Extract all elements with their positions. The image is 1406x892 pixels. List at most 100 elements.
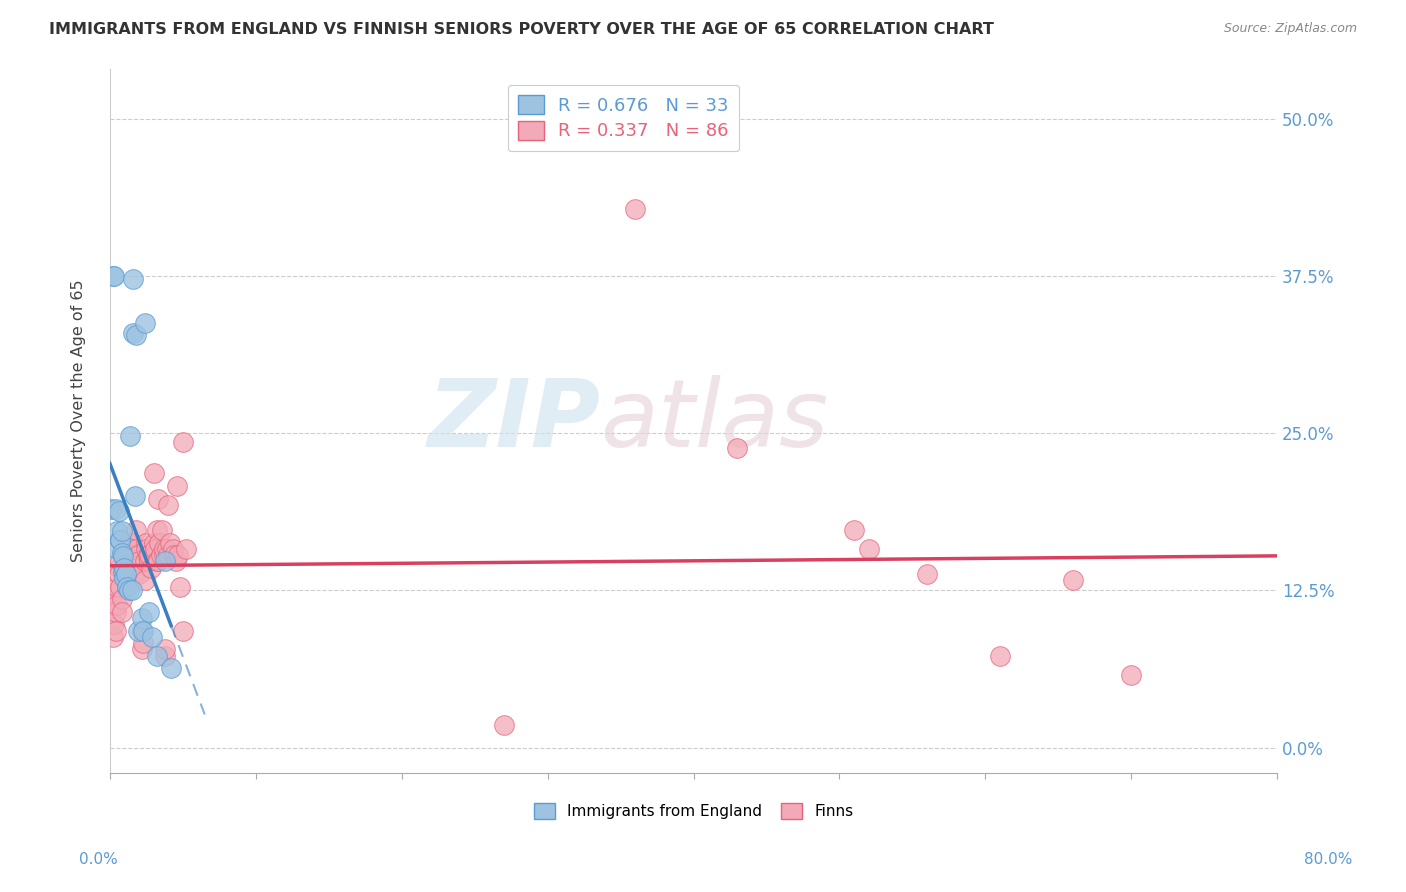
Point bbox=[146, 554, 169, 568]
Point bbox=[136, 548, 159, 562]
Point bbox=[1062, 574, 1084, 588]
Point bbox=[105, 541, 128, 556]
Point bbox=[858, 541, 880, 556]
Point bbox=[159, 535, 181, 549]
Point bbox=[624, 202, 647, 217]
Point bbox=[104, 501, 127, 516]
Point bbox=[135, 541, 157, 556]
Point bbox=[103, 268, 125, 283]
Point bbox=[108, 580, 131, 594]
Point bbox=[101, 630, 124, 644]
Point bbox=[148, 535, 170, 549]
Point bbox=[105, 524, 128, 539]
Point bbox=[143, 548, 166, 562]
Point bbox=[117, 580, 139, 594]
Point bbox=[988, 648, 1011, 663]
Point bbox=[169, 580, 191, 594]
Text: atlas: atlas bbox=[600, 376, 828, 467]
Point bbox=[172, 624, 194, 638]
Y-axis label: Seniors Poverty Over the Age of 65: Seniors Poverty Over the Age of 65 bbox=[72, 279, 86, 562]
Point bbox=[110, 524, 132, 539]
Point bbox=[134, 316, 156, 330]
Point bbox=[162, 541, 184, 556]
Point bbox=[166, 479, 188, 493]
Point bbox=[125, 541, 148, 556]
Point bbox=[114, 571, 136, 585]
Text: 80.0%: 80.0% bbox=[1305, 852, 1353, 867]
Point bbox=[108, 533, 131, 547]
Point bbox=[127, 624, 149, 638]
Point bbox=[160, 661, 183, 675]
Point bbox=[122, 535, 145, 549]
Point bbox=[111, 548, 134, 562]
Point bbox=[114, 567, 136, 582]
Point bbox=[141, 630, 163, 644]
Point bbox=[108, 554, 131, 568]
Point bbox=[110, 605, 132, 619]
Text: Source: ZipAtlas.com: Source: ZipAtlas.com bbox=[1223, 22, 1357, 36]
Point bbox=[117, 541, 139, 556]
Point bbox=[131, 642, 153, 657]
Point bbox=[165, 554, 187, 568]
Point bbox=[100, 501, 122, 516]
Point bbox=[100, 615, 122, 629]
Point bbox=[149, 548, 172, 562]
Point bbox=[155, 554, 177, 568]
Point bbox=[118, 583, 141, 598]
Point bbox=[131, 624, 153, 638]
Point bbox=[124, 567, 146, 582]
Point bbox=[111, 549, 134, 564]
Point bbox=[167, 548, 190, 562]
Point bbox=[103, 617, 125, 632]
Point bbox=[121, 583, 143, 598]
Point bbox=[142, 535, 165, 549]
Point bbox=[153, 548, 176, 562]
Point bbox=[138, 554, 160, 568]
Point bbox=[146, 491, 169, 506]
Point bbox=[145, 523, 167, 537]
Point bbox=[121, 548, 143, 562]
Legend: Immigrants from England, Finns: Immigrants from England, Finns bbox=[527, 797, 859, 825]
Point bbox=[110, 546, 132, 560]
Point bbox=[145, 648, 167, 663]
Point bbox=[120, 428, 142, 442]
Point bbox=[111, 565, 134, 579]
Point bbox=[139, 561, 162, 575]
Point bbox=[132, 636, 155, 650]
Point bbox=[107, 504, 129, 518]
Point bbox=[143, 541, 166, 556]
Point bbox=[108, 533, 131, 547]
Point bbox=[117, 580, 139, 594]
Point bbox=[125, 328, 148, 343]
Point bbox=[157, 498, 180, 512]
Point bbox=[111, 548, 134, 562]
Point bbox=[132, 624, 155, 638]
Point bbox=[107, 561, 129, 575]
Point bbox=[156, 541, 179, 556]
Point bbox=[153, 541, 176, 556]
Point bbox=[103, 586, 125, 600]
Point bbox=[142, 467, 165, 481]
Point bbox=[101, 268, 124, 283]
Point bbox=[127, 548, 149, 562]
Point bbox=[105, 580, 128, 594]
Point bbox=[105, 599, 128, 613]
Point bbox=[124, 489, 146, 503]
Point bbox=[121, 535, 143, 549]
Point bbox=[492, 718, 515, 732]
Point bbox=[110, 592, 132, 607]
Point bbox=[174, 541, 197, 556]
Point bbox=[145, 554, 167, 568]
Point bbox=[104, 624, 127, 638]
Point bbox=[138, 605, 160, 619]
Point bbox=[131, 611, 153, 625]
Point bbox=[134, 574, 156, 588]
Text: IMMIGRANTS FROM ENGLAND VS FINNISH SENIORS POVERTY OVER THE AGE OF 65 CORRELATIO: IMMIGRANTS FROM ENGLAND VS FINNISH SENIO… bbox=[49, 22, 994, 37]
Point bbox=[842, 523, 865, 537]
Point bbox=[122, 271, 145, 285]
Point bbox=[150, 523, 173, 537]
Point bbox=[115, 567, 138, 582]
Point bbox=[114, 561, 136, 575]
Point bbox=[114, 561, 136, 575]
Point bbox=[107, 567, 129, 582]
